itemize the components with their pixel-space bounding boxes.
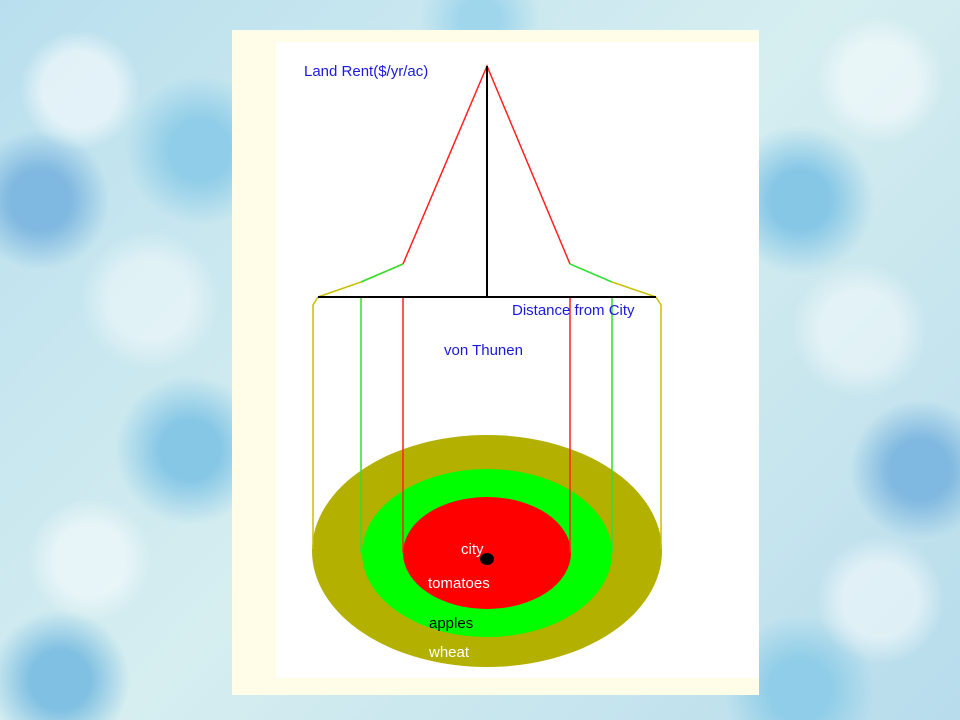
distance-axis-label: Distance from City bbox=[512, 302, 635, 319]
city-dot bbox=[480, 553, 494, 565]
wheat-drop-lines bbox=[312, 296, 662, 549]
city-label: city bbox=[461, 541, 484, 558]
apples-label: apples bbox=[429, 615, 473, 632]
wheat-label: wheat bbox=[428, 644, 470, 661]
tomatoes-drop-lines bbox=[402, 297, 571, 553]
tomatoes-label: tomatoes bbox=[428, 575, 490, 592]
rent-axis-label: Land Rent($/yr/ac) bbox=[304, 63, 428, 80]
apples-drop-lines bbox=[360, 297, 613, 553]
diagram-title: von Thunen bbox=[444, 342, 523, 359]
